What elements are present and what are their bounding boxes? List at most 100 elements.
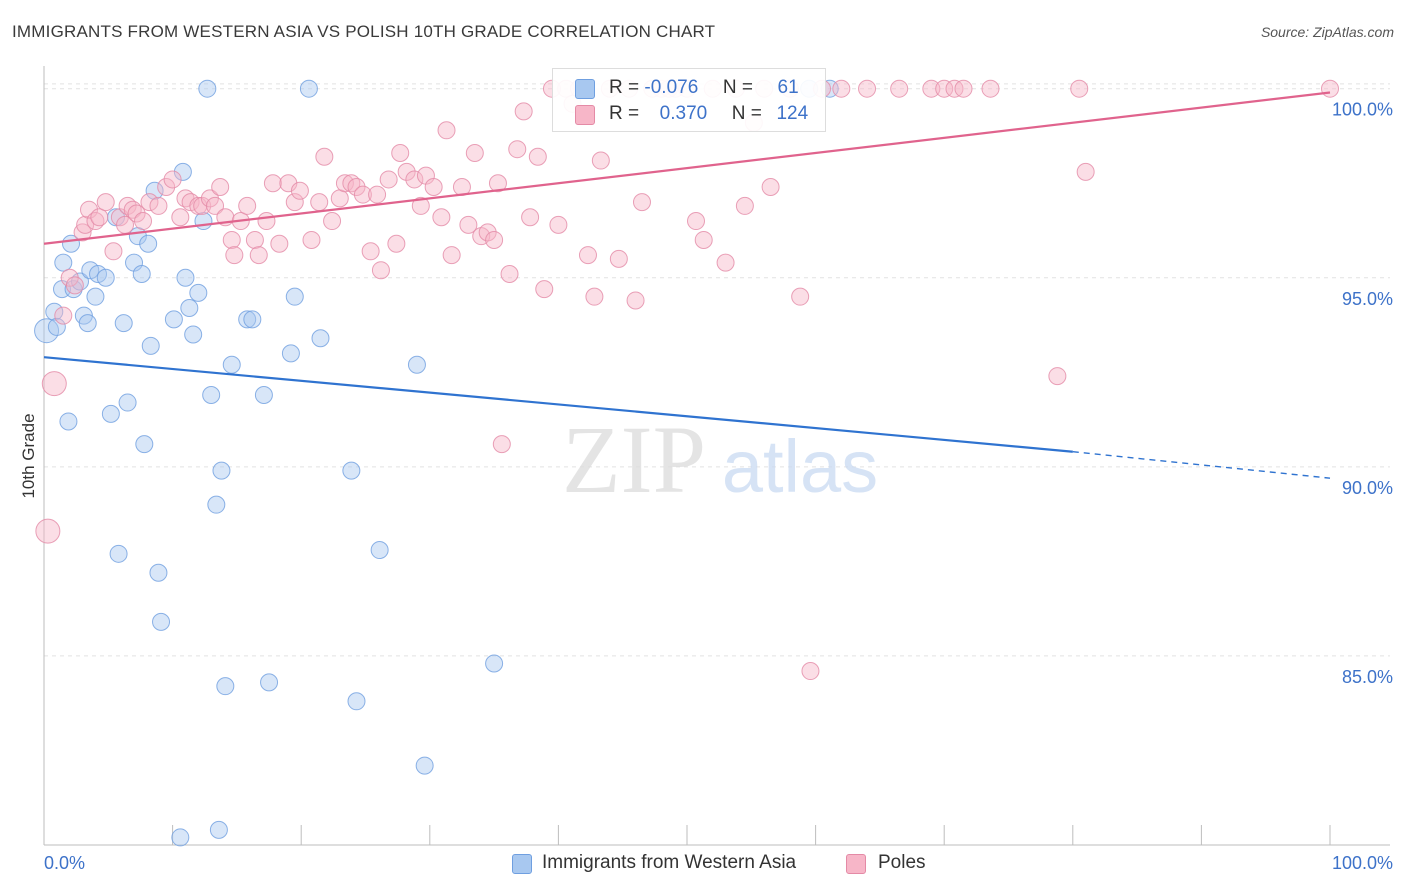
data-point-poles — [514, 102, 533, 121]
data-point-poles — [90, 208, 109, 227]
data-point-poles — [54, 306, 73, 325]
data-point-poles — [76, 215, 95, 234]
data-point-poles — [716, 253, 735, 272]
data-point-immigrants — [207, 495, 226, 514]
legend-swatch-immigrants — [575, 79, 595, 99]
data-point-poles — [411, 196, 430, 215]
data-point-poles — [149, 196, 168, 215]
data-point-poles — [945, 79, 964, 98]
y-axis-label: 10th Grade — [19, 413, 38, 498]
data-point-poles — [285, 193, 304, 212]
data-point-poles — [1321, 79, 1339, 98]
data-point-poles — [302, 230, 321, 249]
data-point-poles — [323, 212, 342, 231]
data-point-immigrants — [47, 317, 66, 336]
data-point-immigrants — [285, 287, 304, 306]
data-point-immigrants — [415, 756, 434, 775]
data-point-poles — [249, 246, 268, 265]
data-point-immigrants — [281, 344, 300, 363]
data-point-poles — [96, 193, 115, 212]
data-point-immigrants — [407, 355, 426, 374]
axes — [43, 66, 1390, 846]
data-point-immigrants — [109, 544, 128, 563]
data-point-poles — [193, 196, 212, 215]
data-point-poles — [735, 196, 754, 215]
data-point-immigrants — [54, 253, 73, 272]
data-point-poles — [335, 174, 354, 193]
data-point-poles — [361, 242, 380, 261]
trend-line-poles — [43, 91, 1331, 245]
data-point-poles — [1076, 162, 1095, 181]
data-point-immigrants — [34, 318, 60, 344]
data-point-poles — [922, 79, 941, 98]
data-point-poles — [591, 151, 610, 170]
data-point-immigrants — [254, 385, 273, 404]
data-point-poles — [890, 79, 909, 98]
r-value: 0.370 — [659, 103, 708, 124]
data-point-poles — [442, 246, 461, 265]
data-point-poles — [465, 143, 484, 162]
data-point-poles — [134, 212, 153, 231]
data-point-poles — [206, 196, 225, 215]
data-point-poles — [488, 174, 507, 193]
data-point-immigrants — [96, 268, 115, 287]
data-point-immigrants — [135, 435, 154, 454]
data-point-immigrants — [141, 336, 160, 355]
data-point-poles — [1070, 79, 1089, 98]
legend-text: R = -0.076 N = 61 — [609, 77, 799, 99]
data-point-poles — [330, 189, 349, 208]
data-point-poles — [65, 276, 84, 295]
data-point-immigrants — [184, 325, 203, 344]
data-point-poles — [521, 208, 540, 227]
data-point-poles — [238, 196, 257, 215]
data-point-poles — [432, 208, 451, 227]
data-point-poles — [140, 193, 159, 212]
data-point-poles — [508, 140, 527, 159]
data-point-poles — [485, 230, 504, 249]
legend-text: R = 0.370 N = 124 — [609, 103, 808, 125]
data-point-poles — [368, 185, 387, 204]
data-point-poles — [257, 212, 276, 231]
data-point-poles — [127, 204, 146, 223]
data-point-poles — [935, 79, 954, 98]
data-point-immigrants — [485, 654, 504, 673]
stats-legend: R = -0.076 N = 61 R = 0.370 N = 124 — [552, 68, 826, 132]
data-point-immigrants — [101, 404, 120, 423]
data-point-poles — [528, 147, 547, 166]
data-point-immigrants — [164, 310, 183, 329]
data-point-poles — [310, 193, 329, 212]
n-label: N = — [722, 77, 753, 98]
data-point-immigrants — [216, 677, 235, 696]
data-point-immigrants — [132, 264, 151, 283]
trend-lines — [43, 91, 1331, 479]
data-point-poles — [41, 371, 67, 397]
data-point-poles — [626, 291, 645, 310]
data-point-immigrants — [149, 563, 168, 582]
data-point-poles — [832, 79, 851, 98]
watermark-atlas: atlas — [722, 425, 878, 508]
bottom-legend-label: Immigrants from Western Asia — [542, 852, 797, 873]
data-point-poles — [424, 178, 443, 197]
data-point-immigrants — [202, 385, 221, 404]
data-point-immigrants — [243, 310, 262, 329]
bottom-legend-label: Poles — [878, 852, 926, 873]
data-point-poles — [761, 178, 780, 197]
trend-line-immigrants — [43, 356, 1073, 453]
data-point-immigrants — [171, 828, 190, 847]
data-point-poles — [371, 261, 390, 280]
data-point-poles — [492, 435, 511, 454]
data-point-poles — [171, 208, 190, 227]
data-point-immigrants — [152, 612, 171, 631]
data-point-immigrants — [370, 541, 389, 560]
data-point-poles — [578, 246, 597, 265]
data-point-immigrants — [238, 310, 257, 329]
watermark-zip: ZIP — [562, 406, 706, 513]
data-point-poles — [687, 212, 706, 231]
data-point-immigrants — [198, 79, 217, 98]
data-point-immigrants — [222, 355, 241, 374]
data-point-immigrants — [299, 79, 318, 98]
data-point-poles — [157, 178, 176, 197]
data-point-immigrants — [194, 212, 213, 231]
data-point-immigrants — [118, 393, 137, 412]
